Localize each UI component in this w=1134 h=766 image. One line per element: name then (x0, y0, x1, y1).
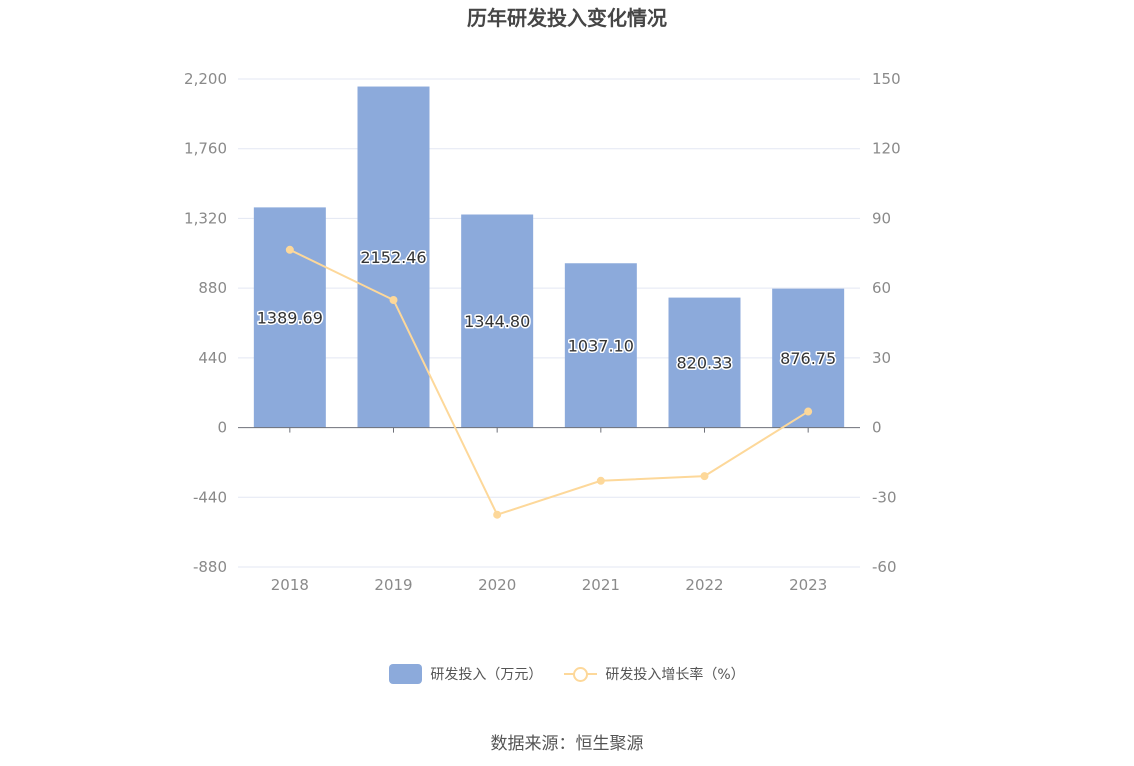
line-series (285, 245, 813, 519)
x-tick-label: 2020 (478, 576, 516, 594)
axes: 2,200 150 1,760 120 1,320 90 880 60 440 30 0 0 -440 -… (184, 70, 901, 594)
y-left-tick-label: -880 (193, 558, 227, 576)
y-left-tick-label: -440 (193, 488, 227, 506)
y-right-tick-label: -60 (872, 558, 897, 576)
y-left-tick-label: 2,200 (184, 70, 227, 88)
y-right-tick-label: -30 (872, 488, 897, 506)
y-right-tick-label: 30 (872, 349, 891, 367)
bar (668, 297, 741, 428)
y-left-tick-label: 880 (198, 279, 227, 297)
y-left-tick-label: 0 (217, 419, 227, 437)
growth-rate-point (804, 407, 813, 416)
growth-rate-point (285, 245, 294, 254)
legend-item-bar[interactable]: 研发投入（万元） (389, 664, 542, 684)
legend-item-line[interactable]: 研发投入增长率（%） (564, 664, 745, 684)
legend: 研发投入（万元） 研发投入增长率（%） (0, 664, 1134, 684)
legend-bar-swatch (389, 664, 423, 684)
legend-line-swatch (564, 664, 598, 684)
bar-value-labels: 1389.69 2152.46 1344.80 1037.10 820.33 876.75 (255, 247, 837, 375)
bar (461, 214, 534, 428)
bar-value-label: 1344.80 (464, 312, 530, 331)
x-tick-label: 2023 (789, 576, 827, 594)
y-right-tick-label: 90 (872, 209, 891, 227)
y-right-tick-label: 150 (872, 70, 901, 88)
x-tick-label: 2018 (271, 576, 309, 594)
growth-rate-line (289, 248, 809, 516)
growth-rate-point (389, 295, 398, 304)
grid-lines (238, 78, 860, 568)
growth-rate-point (700, 472, 709, 481)
x-tick-label: 2022 (685, 576, 723, 594)
y-right-tick-label: 60 (872, 279, 891, 297)
y-left-tick-label: 1,320 (184, 209, 227, 227)
chart-title: 历年研发投入变化情况 (467, 6, 667, 30)
x-tick-label: 2019 (374, 576, 412, 594)
bar-value-label: 2152.46 (360, 248, 426, 267)
growth-rate-point (596, 476, 605, 485)
data-source: 数据来源：恒生聚源 (490, 734, 644, 754)
x-tick-label: 2021 (582, 576, 620, 594)
legend-line-label: 研发投入增长率（%） (605, 667, 745, 683)
y-left-tick-label: 440 (198, 349, 227, 367)
chart-plot: 2,200 150 1,760 120 1,320 90 880 60 440 30 0 0 -440 -… (184, 70, 901, 594)
bar-value-label: 820.33 (677, 354, 733, 373)
bar-series (253, 86, 845, 428)
legend-bar-label: 研发投入（万元） (430, 667, 543, 683)
bar (772, 288, 845, 428)
y-left-tick-label: 1,760 (184, 140, 227, 158)
bar (253, 207, 326, 428)
bar-value-label: 1389.69 (257, 308, 323, 327)
bar-value-label: 1037.10 (568, 336, 634, 355)
growth-rate-point (493, 510, 502, 519)
bar-value-label: 876.75 (780, 349, 836, 368)
bar (357, 86, 430, 428)
y-right-tick-label: 120 (872, 140, 901, 158)
y-right-tick-label: 0 (872, 419, 882, 437)
bar (564, 263, 637, 428)
